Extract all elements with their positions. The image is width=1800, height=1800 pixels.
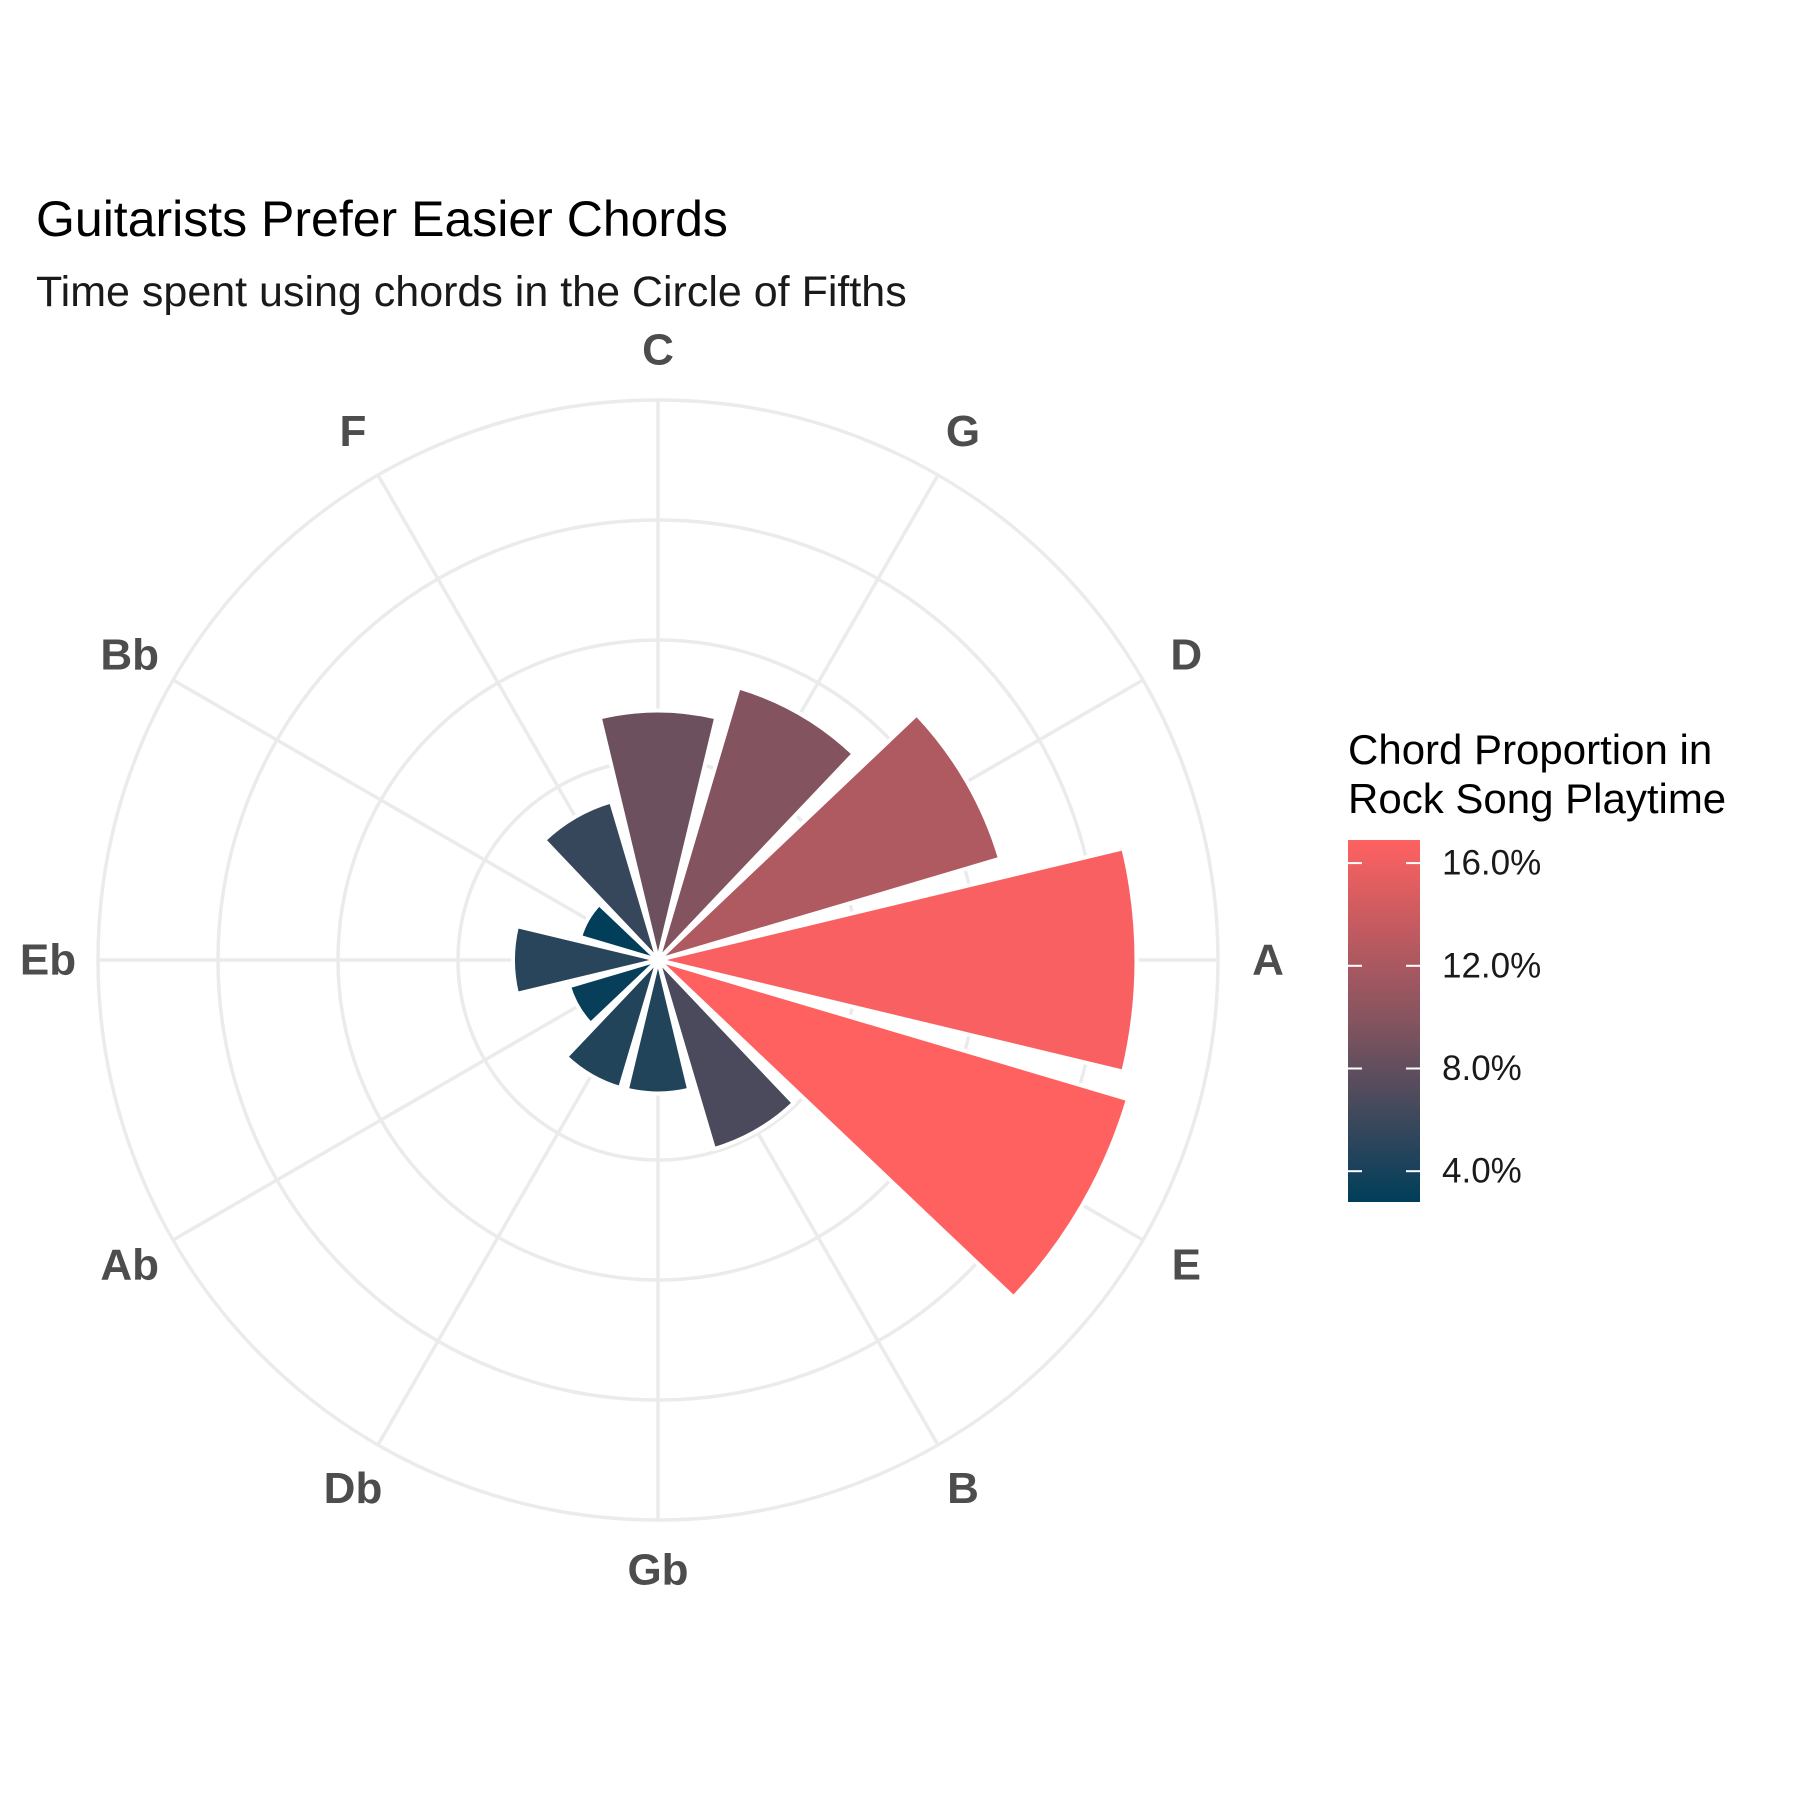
category-labels: C G D A E B Gb Db Ab Eb Bb F <box>20 326 1284 1595</box>
bar-b <box>656 958 797 1152</box>
legend-tick-label: 12.0% <box>1442 946 1541 985</box>
legend-ticks: 16.0% 12.0% 8.0% 4.0% <box>1348 844 1541 1191</box>
bar-eb <box>511 923 659 997</box>
bar-bb <box>577 901 660 962</box>
category-label-db: Db <box>324 1464 383 1513</box>
bar-f <box>541 799 660 962</box>
grid-spoke <box>172 678 659 962</box>
legend-tick-label: 8.0% <box>1442 1049 1522 1088</box>
chart-bars <box>511 685 1139 1301</box>
chart-title: Guitarists Prefer Easier Chords <box>36 191 728 247</box>
category-label-ab: Ab <box>100 1241 159 1290</box>
legend-tick-label: 16.0% <box>1442 844 1541 883</box>
category-label-c: C <box>642 326 674 375</box>
category-label-d: D <box>1170 631 1202 680</box>
bar-db <box>563 958 660 1091</box>
category-label-f: F <box>340 407 367 456</box>
category-label-bb: Bb <box>100 631 159 680</box>
category-label-g: G <box>946 407 980 456</box>
category-label-b: B <box>947 1464 979 1513</box>
color-legend: Chord Proportion in Rock Song Playtime 1… <box>1348 726 1726 1202</box>
category-label-e: E <box>1172 1241 1201 1290</box>
bar-g <box>656 685 857 962</box>
bar-gb <box>624 959 692 1096</box>
legend-title-line-1: Chord Proportion in <box>1348 726 1712 773</box>
legend-tick-label: 4.0% <box>1442 1152 1522 1191</box>
bar-a <box>657 845 1139 1075</box>
legend-title-line-2: Rock Song Playtime <box>1348 775 1726 822</box>
legend-colorbar <box>1348 840 1420 1202</box>
chart-subtitle: Time spent using chords in the Circle of… <box>36 268 907 316</box>
category-label-gb: Gb <box>627 1546 688 1595</box>
category-label-a: A <box>1252 936 1284 985</box>
bar-ab <box>566 958 660 1027</box>
category-label-eb: Eb <box>20 936 76 985</box>
bar-e <box>656 958 1131 1301</box>
bar-c <box>597 708 719 961</box>
bar-d <box>656 711 1003 962</box>
